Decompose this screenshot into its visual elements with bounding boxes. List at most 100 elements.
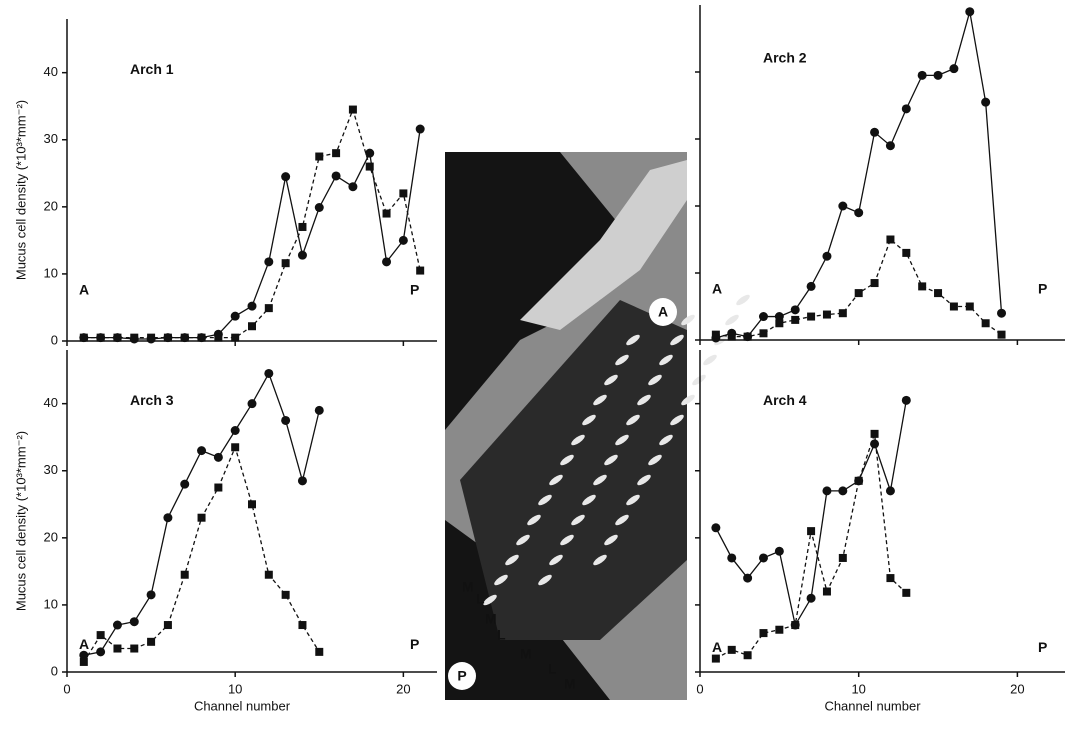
point bbox=[870, 429, 879, 438]
photo-filament bbox=[560, 534, 574, 546]
point bbox=[949, 64, 959, 74]
photo-filament bbox=[604, 534, 618, 546]
photo-filament bbox=[648, 374, 662, 386]
photo-filament bbox=[725, 314, 739, 326]
point bbox=[113, 333, 122, 342]
point bbox=[886, 235, 895, 244]
point bbox=[758, 312, 768, 322]
x-tick-label: 20 bbox=[1010, 681, 1024, 696]
point bbox=[997, 330, 1006, 339]
photo-edge bbox=[520, 160, 687, 330]
y-tick-label: 20 bbox=[44, 198, 58, 213]
point bbox=[933, 70, 943, 80]
point bbox=[790, 305, 800, 315]
point bbox=[727, 332, 736, 341]
point bbox=[965, 302, 974, 311]
point bbox=[822, 587, 831, 596]
point bbox=[854, 476, 863, 485]
point bbox=[314, 405, 324, 415]
y-tick-label: 40 bbox=[44, 395, 58, 410]
x-axis-label: Channel number bbox=[194, 698, 291, 713]
photo-filament bbox=[681, 394, 695, 406]
photo-filament bbox=[593, 474, 607, 486]
point bbox=[147, 333, 156, 342]
photo-label: M bbox=[485, 611, 497, 627]
photo-label: P bbox=[457, 668, 466, 684]
point bbox=[96, 631, 105, 640]
point bbox=[758, 553, 768, 563]
photo-filament bbox=[637, 474, 651, 486]
point bbox=[774, 312, 784, 322]
photo-filament bbox=[549, 474, 563, 486]
x-tick-label: 0 bbox=[696, 681, 703, 696]
photo-label: M bbox=[564, 676, 576, 692]
photo-filament bbox=[626, 414, 640, 426]
point bbox=[214, 483, 223, 492]
photo-filaments bbox=[483, 294, 750, 606]
chart-title: Arch 4 bbox=[763, 392, 807, 408]
point bbox=[281, 415, 291, 425]
point bbox=[348, 105, 357, 114]
point bbox=[838, 201, 848, 211]
point bbox=[918, 282, 927, 291]
point bbox=[130, 644, 139, 653]
x-tick-label: 0 bbox=[63, 681, 70, 696]
point bbox=[79, 333, 88, 342]
y-tick-label: 40 bbox=[44, 64, 58, 79]
point bbox=[997, 308, 1007, 318]
point bbox=[298, 621, 307, 630]
point bbox=[297, 476, 307, 486]
point bbox=[382, 209, 391, 218]
point bbox=[727, 553, 737, 563]
point bbox=[163, 513, 173, 523]
series-line bbox=[83, 445, 320, 663]
photo-filament bbox=[571, 434, 585, 446]
photo-label: L bbox=[548, 661, 557, 677]
photo-filament bbox=[670, 414, 684, 426]
photo-filament bbox=[582, 414, 596, 426]
point bbox=[180, 479, 190, 489]
point bbox=[399, 189, 408, 198]
point bbox=[981, 97, 991, 107]
photo-filament bbox=[659, 434, 673, 446]
series-line bbox=[715, 11, 1003, 339]
point bbox=[348, 182, 358, 192]
point bbox=[822, 310, 831, 319]
photo-filament bbox=[692, 374, 706, 386]
point bbox=[180, 570, 189, 579]
point bbox=[885, 141, 895, 151]
point bbox=[838, 486, 848, 496]
point bbox=[885, 486, 895, 496]
photo-filament bbox=[604, 374, 618, 386]
point bbox=[727, 645, 736, 654]
point bbox=[365, 148, 375, 158]
annotation: A bbox=[712, 280, 722, 296]
photo-filament bbox=[681, 314, 695, 326]
point bbox=[901, 104, 911, 114]
point bbox=[231, 333, 240, 342]
photo-filament bbox=[538, 574, 552, 586]
photo-filament bbox=[549, 554, 563, 566]
point bbox=[807, 312, 816, 321]
point bbox=[331, 171, 341, 181]
point bbox=[129, 617, 139, 627]
y-tick-label: 30 bbox=[44, 462, 58, 477]
point bbox=[96, 333, 105, 342]
point bbox=[806, 593, 816, 603]
x-tick-label: 10 bbox=[851, 681, 865, 696]
point bbox=[264, 257, 274, 267]
point bbox=[416, 266, 425, 275]
point bbox=[711, 654, 720, 663]
point bbox=[934, 289, 943, 298]
point bbox=[112, 620, 122, 630]
photo-filament bbox=[626, 494, 640, 506]
point bbox=[917, 70, 927, 80]
photo-filament bbox=[604, 454, 618, 466]
point bbox=[743, 332, 752, 341]
y-tick-label: 0 bbox=[51, 332, 58, 347]
photo-filament bbox=[626, 334, 640, 346]
point bbox=[854, 208, 864, 218]
point bbox=[886, 574, 895, 583]
point bbox=[791, 315, 800, 324]
